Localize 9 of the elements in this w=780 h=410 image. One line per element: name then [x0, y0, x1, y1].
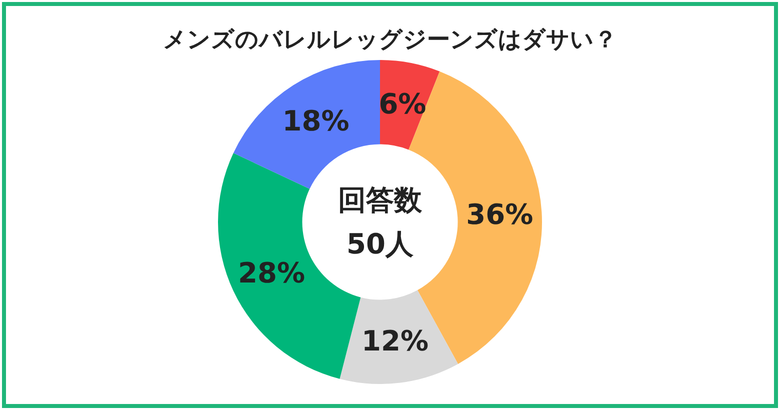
data-label: 12% — [362, 324, 429, 358]
text: 50人 — [346, 228, 414, 260]
donut-slice — [340, 290, 458, 384]
chart-title: メンズのバレルレッグジーンズはダサい？ — [163, 27, 617, 53]
data-label: 28% — [238, 256, 306, 290]
data-label: 6% — [378, 88, 426, 121]
data-label: 36% — [466, 198, 534, 231]
data-label: 18% — [282, 104, 350, 138]
text: 回答数 — [338, 184, 423, 216]
